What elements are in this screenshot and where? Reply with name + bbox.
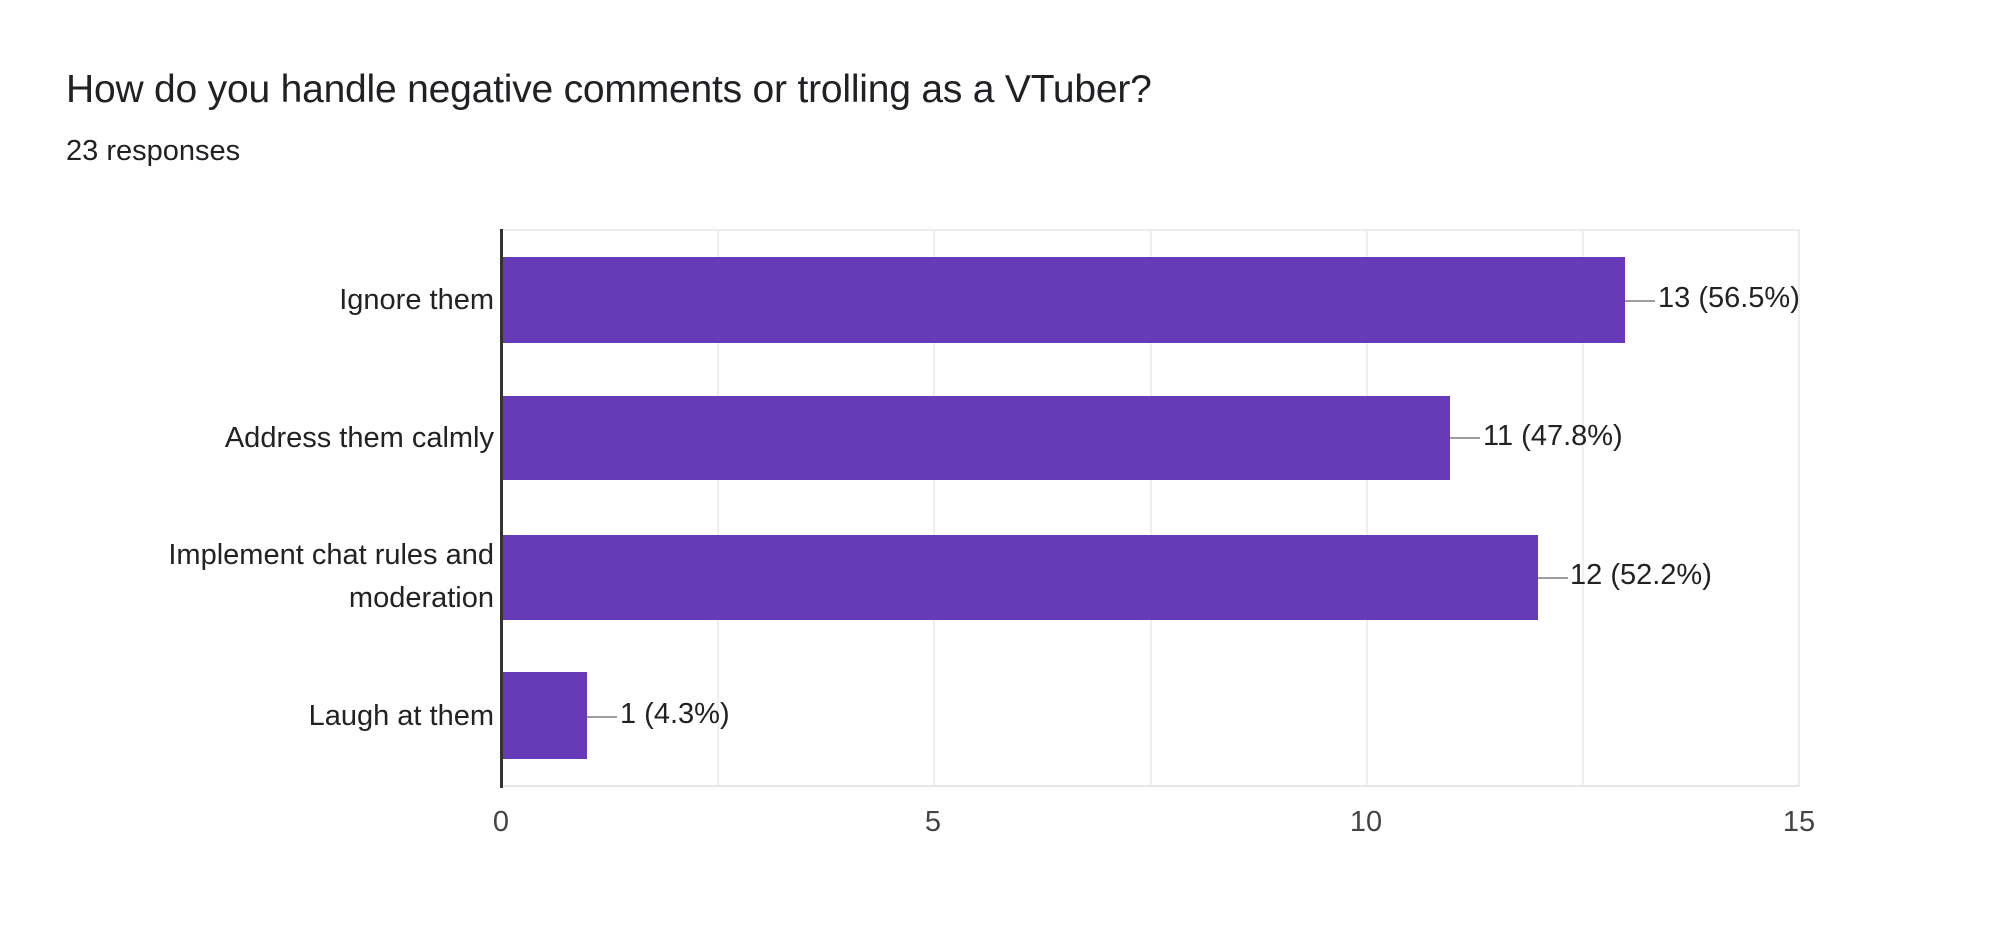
bar-implement-chat-rules[interactable] <box>503 535 1538 620</box>
value-leader-line <box>1625 300 1655 302</box>
gridline <box>1582 231 1584 785</box>
value-label: 1 (4.3%) <box>620 698 730 730</box>
category-label: Ignore them <box>339 284 494 316</box>
chart-title: How do you handle negative comments or t… <box>66 68 1152 111</box>
value-leader-line <box>1538 577 1568 579</box>
value-label: 13 (56.5%) <box>1658 282 1800 314</box>
value-leader-line <box>1450 437 1480 439</box>
value-label: 11 (47.8%) <box>1483 420 1623 452</box>
gridline <box>933 231 935 785</box>
value-label: 12 (52.2%) <box>1570 559 1712 591</box>
x-tick-label: 10 <box>1349 806 1383 838</box>
x-tick-label: 5 <box>924 806 942 838</box>
x-tick-label: 15 <box>1782 806 1816 838</box>
value-leader-line <box>587 716 617 718</box>
bar-address-them-calmly[interactable] <box>503 396 1450 480</box>
gridline <box>1150 231 1152 785</box>
y-axis-line <box>500 229 503 788</box>
plot-area <box>502 229 1800 787</box>
x-tick-label: 0 <box>492 806 510 838</box>
response-count: 23 responses <box>66 135 241 167</box>
category-label: Implement chat rules and <box>168 539 494 571</box>
bar-ignore-them[interactable] <box>503 257 1625 343</box>
gridline <box>717 231 719 785</box>
gridline <box>1366 231 1368 785</box>
category-label-line2: moderation <box>348 582 494 614</box>
category-label: Laugh at them <box>308 700 494 732</box>
category-label: Address them calmly <box>224 422 494 454</box>
bar-laugh-at-them[interactable] <box>503 672 587 759</box>
